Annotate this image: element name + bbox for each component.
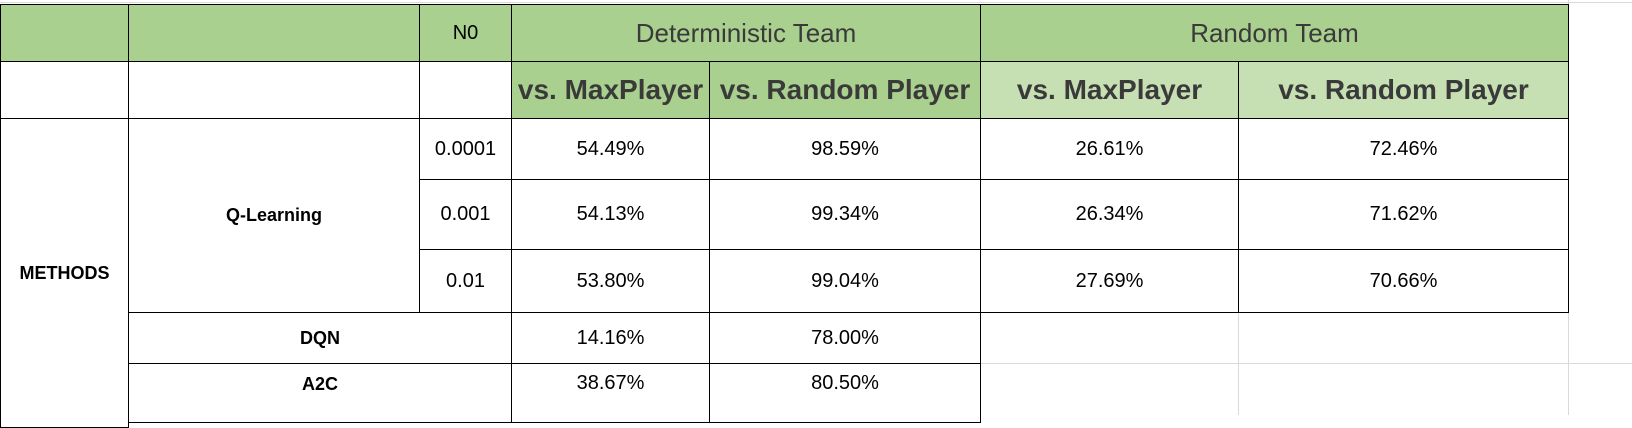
method-a2c[interactable]: A2C bbox=[128, 363, 512, 423]
det-rand-value[interactable]: 98.59% bbox=[709, 118, 981, 180]
det-rand-value[interactable]: 80.50% bbox=[709, 363, 981, 423]
gridline bbox=[980, 363, 1632, 364]
col-det-vs-maxplayer[interactable]: vs. MaxPlayer bbox=[511, 61, 710, 119]
gridline bbox=[1238, 312, 1239, 415]
det-max-value[interactable]: 54.49% bbox=[511, 118, 710, 180]
n0-value[interactable]: 0.001 bbox=[419, 179, 512, 250]
det-max-value[interactable]: 53.80% bbox=[511, 249, 710, 313]
det-max-value[interactable]: 14.16% bbox=[511, 312, 710, 364]
methods-label[interactable]: METHODS bbox=[0, 118, 129, 428]
rand-max-value[interactable]: 27.69% bbox=[980, 249, 1239, 313]
header-method-cell[interactable] bbox=[128, 4, 420, 62]
subheader-empty-cell[interactable] bbox=[128, 61, 420, 119]
deterministic-team-header[interactable]: Deterministic Team bbox=[511, 4, 981, 62]
subheader-empty-cell[interactable] bbox=[0, 61, 129, 119]
header-corner-cell[interactable] bbox=[0, 4, 129, 62]
col-rand-vs-maxplayer[interactable]: vs. MaxPlayer bbox=[980, 61, 1239, 119]
method-q-learning[interactable]: Q-Learning bbox=[128, 118, 420, 313]
subheader-empty-cell[interactable] bbox=[419, 61, 512, 119]
n0-value[interactable]: 0.0001 bbox=[419, 118, 512, 180]
cell-border bbox=[980, 312, 981, 415]
method-dqn[interactable]: DQN bbox=[128, 312, 512, 364]
random-team-header[interactable]: Random Team bbox=[980, 4, 1569, 62]
rand-max-value[interactable]: 26.61% bbox=[980, 118, 1239, 180]
n0-header[interactable]: N0 bbox=[419, 4, 512, 62]
det-rand-value[interactable]: 99.34% bbox=[709, 179, 981, 250]
gridline bbox=[0, 2, 1632, 3]
det-max-value[interactable]: 54.13% bbox=[511, 179, 710, 250]
rand-rand-value[interactable]: 70.66% bbox=[1238, 249, 1569, 313]
rand-rand-value[interactable]: 72.46% bbox=[1238, 118, 1569, 180]
col-rand-vs-random-player[interactable]: vs. Random Player bbox=[1238, 61, 1569, 119]
rand-max-value[interactable]: 26.34% bbox=[980, 179, 1239, 250]
n0-value[interactable]: 0.01 bbox=[419, 249, 512, 313]
det-max-value[interactable]: 38.67% bbox=[511, 363, 710, 423]
rand-rand-value[interactable]: 71.62% bbox=[1238, 179, 1569, 250]
col-det-vs-random-player[interactable]: vs. Random Player bbox=[709, 61, 981, 119]
det-rand-value[interactable]: 78.00% bbox=[709, 312, 981, 364]
det-rand-value[interactable]: 99.04% bbox=[709, 249, 981, 313]
